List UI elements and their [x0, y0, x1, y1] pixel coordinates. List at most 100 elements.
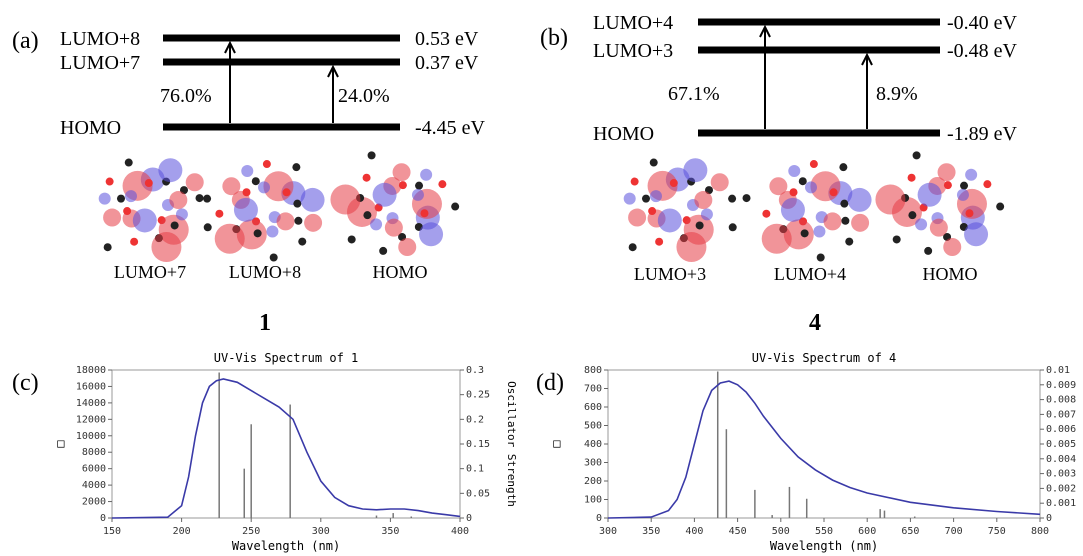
atom	[106, 178, 114, 186]
y2-tick-label: 0.001	[1046, 498, 1076, 509]
level-name: HOMO	[60, 117, 121, 139]
x-tick-label: 300	[312, 526, 330, 537]
atom	[924, 247, 932, 255]
x-tick-label: 250	[242, 526, 260, 537]
level-energy: -4.45 eV	[415, 117, 486, 139]
chart-title: UV-Vis Spectrum of 1	[214, 351, 359, 365]
orbital-lobe	[628, 209, 646, 227]
orbital-label: LUMO+3	[634, 264, 706, 284]
transition-percent: 67.1%	[668, 83, 720, 105]
atom	[117, 195, 125, 203]
y2-tick-label: 0.004	[1046, 454, 1076, 465]
atom	[379, 247, 387, 255]
x-axis-label: Wavelength (nm)	[770, 539, 878, 553]
atom	[399, 181, 407, 189]
level-energy: 0.37 eV	[415, 52, 479, 74]
orbital-lobe	[805, 181, 817, 193]
y2-tick-label: 0	[1046, 513, 1052, 524]
atom	[451, 203, 459, 211]
atom	[294, 217, 302, 225]
x-tick-label: 550	[815, 526, 833, 537]
atom	[840, 200, 848, 208]
atom	[908, 174, 916, 182]
transition-percent: 8.9%	[876, 83, 918, 105]
atom	[298, 238, 306, 246]
y-axis-label: □	[549, 440, 563, 447]
y-tick-label: 200	[584, 476, 602, 487]
orbital-lobe	[658, 208, 682, 232]
x-tick-label: 350	[381, 526, 399, 537]
atom	[292, 163, 300, 171]
y2-tick-label: 0.009	[1046, 380, 1076, 391]
orbital-lobe	[769, 177, 787, 195]
atom	[650, 159, 658, 167]
orbital-lobe	[419, 222, 443, 246]
orbital-lobe	[277, 212, 295, 230]
x-tick-label: 150	[103, 526, 121, 537]
orbital-lobe	[943, 238, 961, 256]
y-tick-label: 100	[584, 495, 602, 506]
orbital-lobe	[186, 173, 204, 191]
atom	[983, 180, 991, 188]
y-tick-label: 16000	[76, 381, 106, 392]
level-name: LUMO+4	[593, 12, 673, 34]
orbital-label: LUMO+7	[114, 262, 186, 282]
atom	[204, 223, 212, 231]
atom	[368, 151, 376, 159]
orbital-lobe	[964, 222, 988, 246]
orbital-lobe	[412, 189, 424, 201]
atom	[839, 163, 847, 171]
level-name: LUMO+3	[593, 40, 673, 62]
y-tick-label: 18000	[76, 365, 106, 376]
atom	[830, 188, 838, 196]
atom	[845, 238, 853, 246]
y-tick-label: 6000	[82, 464, 106, 475]
orbital-lobe	[965, 169, 977, 181]
orbital-lobe	[215, 224, 245, 254]
orbital-label: HOMO	[372, 262, 427, 282]
orbital-lobe	[813, 226, 825, 238]
orbital-lobe	[222, 177, 240, 195]
orbital-label: HOMO	[922, 264, 977, 284]
y-tick-label: 500	[584, 421, 602, 432]
orbital-lobe	[151, 232, 181, 262]
orbital-lobe	[393, 163, 411, 181]
atom	[728, 195, 736, 203]
figure: (a)LUMO+80.53 eVLUMO+70.37 eVHOMO-4.45 e…	[0, 0, 1083, 556]
orbital-lobe	[370, 218, 382, 230]
y-tick-label: 300	[584, 458, 602, 469]
y-tick-label: 0	[596, 513, 602, 524]
atom	[125, 159, 133, 167]
atom	[655, 238, 663, 246]
y2-tick-label: 0.05	[466, 488, 490, 499]
y-tick-label: 400	[584, 439, 602, 450]
level-energy: -0.40 eV	[947, 12, 1018, 34]
level-name: HOMO	[593, 123, 654, 145]
atom	[648, 207, 656, 215]
orbital-lobe	[762, 224, 792, 254]
level-energy: -1.89 eV	[947, 123, 1018, 145]
y-tick-label: 700	[584, 384, 602, 395]
orbital-lobe	[398, 238, 416, 256]
orbital-lobe	[683, 158, 707, 182]
x-tick-label: 800	[1031, 526, 1049, 537]
atom	[762, 210, 770, 218]
orbital-lobe	[176, 208, 188, 220]
orbital-lobe	[133, 208, 157, 232]
atom	[243, 188, 251, 196]
orbital-lobe	[304, 214, 322, 232]
atom	[743, 194, 751, 202]
transition-percent: 24.0%	[338, 85, 390, 107]
atom	[348, 235, 356, 243]
level-name: LUMO+7	[60, 52, 140, 74]
spectrum-line	[112, 379, 460, 518]
atom	[996, 203, 1004, 211]
atom	[801, 229, 809, 237]
orbital-lobe	[711, 173, 729, 191]
compound-label: 1	[259, 310, 271, 336]
compound-label: 4	[809, 310, 821, 336]
atom	[363, 211, 371, 219]
y2-tick-label: 0.007	[1046, 409, 1076, 420]
atom	[130, 238, 138, 246]
y2-tick-label: 0.002	[1046, 483, 1076, 494]
